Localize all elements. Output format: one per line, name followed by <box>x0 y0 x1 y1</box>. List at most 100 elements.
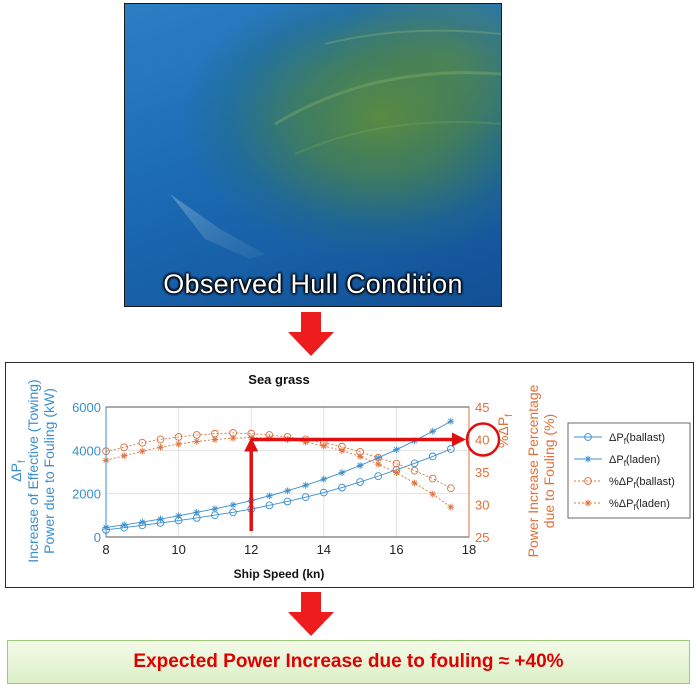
data-point-0 <box>338 483 346 492</box>
chart-frame: 8 10 12 14 16 18 0 2000 4000 6000 25 30 35 40 45 Sea g… <box>5 362 694 588</box>
data-point-1 <box>265 492 273 500</box>
legend-marker-1 <box>584 455 592 463</box>
y-right-tick-label: 45 <box>475 400 489 415</box>
chart-title: Sea grass <box>248 372 309 387</box>
legend-label-2: %ΔPf(ballast) <box>609 476 675 490</box>
left-axis-label: ΔPf Increase of Effective (Towing) Power… <box>8 379 57 562</box>
x-tick-label: 8 <box>102 542 109 557</box>
right-axis-label: Power Increase Percentage due to Fouling… <box>525 384 557 557</box>
annotation <box>244 422 501 531</box>
data-point-1 <box>138 518 146 526</box>
data-point-3 <box>320 442 328 450</box>
y-right-tick-label: 25 <box>475 530 489 545</box>
power-chart: 8 10 12 14 16 18 0 2000 4000 6000 25 30 35 40 45 Sea g… <box>8 372 691 581</box>
svg-text:ΔPf: ΔPf <box>8 460 28 482</box>
data-point-3 <box>356 453 364 460</box>
x-tick-label: 12 <box>244 542 258 557</box>
left-axis-label-line2: Increase of Effective (Towing) <box>25 379 41 562</box>
data-point-3 <box>393 469 400 477</box>
legend-label-1: ΔPf(laden) <box>609 454 660 468</box>
data-point-3 <box>175 440 182 448</box>
data-point-1 <box>120 521 128 529</box>
y-right-tick-label: 40 <box>475 433 489 448</box>
photo-caption: Observed Hull Condition <box>163 269 463 299</box>
y-left-tick-label: 2000 <box>72 487 101 502</box>
data-point-1 <box>211 505 219 513</box>
data-point-2 <box>428 474 437 483</box>
data-point-3 <box>229 434 237 442</box>
data-point-1 <box>356 462 364 469</box>
data-point-0 <box>283 497 292 506</box>
legend: ΔPf(ballast) ΔPf(laden) %ΔPf(ballast) %ΔPf(… <box>567 422 691 519</box>
left-axis-label-symbol: ΔP <box>8 463 24 482</box>
legend-marker-3 <box>584 499 592 507</box>
legend-marker-0 <box>584 433 592 441</box>
data-point-0 <box>319 488 328 497</box>
annotation-circle <box>465 422 501 457</box>
data-point-0 <box>301 493 310 501</box>
arrowhead-up-icon <box>244 437 259 452</box>
data-point-1 <box>429 427 437 435</box>
y-right-tick-label: 35 <box>475 465 489 480</box>
bilge-keel-shape <box>170 194 265 259</box>
data-point-0 <box>428 452 437 461</box>
right-axis-label-line3: due to Fouling (%) <box>541 414 557 528</box>
data-point-3 <box>120 452 128 460</box>
data-point-2 <box>138 438 147 447</box>
right-axis-label-line2: Power Increase Percentage <box>525 384 541 557</box>
data-point-3 <box>447 503 455 511</box>
axes: 8 10 12 14 16 18 0 2000 4000 6000 25 30 35 40 45 <box>72 400 489 557</box>
data-point-2 <box>410 466 419 475</box>
data-point-0 <box>410 459 419 468</box>
data-point-3 <box>157 443 164 451</box>
data-point-3 <box>138 447 146 455</box>
data-point-1 <box>302 481 310 489</box>
data-point-0 <box>265 501 274 510</box>
data-point-1 <box>447 417 455 425</box>
data-point-1 <box>193 508 201 516</box>
data-point-1 <box>284 487 291 495</box>
y-left-tick-label: 6000 <box>72 400 101 415</box>
x-tick-label: 18 <box>462 542 476 557</box>
left-axis-label-sub: f <box>17 460 28 463</box>
down-arrow-icon <box>288 592 334 636</box>
x-tick-label: 10 <box>171 542 185 557</box>
x-tick-label: 14 <box>317 542 331 557</box>
legend-label-3: %ΔPf(laden) <box>609 498 670 512</box>
data-point-0 <box>374 472 383 480</box>
data-point-1 <box>157 515 164 523</box>
data-point-3 <box>338 447 346 454</box>
data-point-1 <box>393 446 400 454</box>
legend-label-0: ΔPf(ballast) <box>609 432 665 446</box>
down-arrow-icon <box>288 312 334 356</box>
left-axis-label-line3: Power due to Fouling (kW) <box>41 388 57 554</box>
arrowhead-right-icon <box>452 432 466 447</box>
x-axis-label: Ship Speed (kn) <box>234 567 325 581</box>
data-point-3 <box>193 438 201 445</box>
result-box: Expected Power Increase due to fouling ≈… <box>7 640 690 684</box>
data-point-3 <box>429 490 437 498</box>
data-point-3 <box>211 436 219 443</box>
y-left-tick-label: 4000 <box>72 443 101 458</box>
series-layer <box>102 417 455 534</box>
data-point-0 <box>229 508 237 517</box>
data-point-1 <box>338 469 346 477</box>
hull-texture <box>170 29 501 259</box>
hull-photo: Observed Hull Condition <box>124 3 502 307</box>
data-point-2 <box>174 433 183 441</box>
data-point-2 <box>156 435 165 444</box>
legend-marker-2 <box>584 477 592 485</box>
data-point-1 <box>320 475 328 483</box>
data-point-2 <box>447 484 455 493</box>
series-line-1 <box>105 420 452 528</box>
data-point-2 <box>120 443 129 452</box>
y-right-tick-label: 30 <box>475 498 489 513</box>
data-point-2 <box>392 459 401 468</box>
result-text: Expected Power Increase due to fouling ≈… <box>133 651 564 672</box>
data-point-1 <box>229 501 237 509</box>
x-tick-label: 16 <box>389 542 403 557</box>
data-point-0 <box>356 478 364 486</box>
data-point-3 <box>374 460 382 468</box>
data-point-3 <box>411 479 418 487</box>
data-point-1 <box>175 512 182 520</box>
